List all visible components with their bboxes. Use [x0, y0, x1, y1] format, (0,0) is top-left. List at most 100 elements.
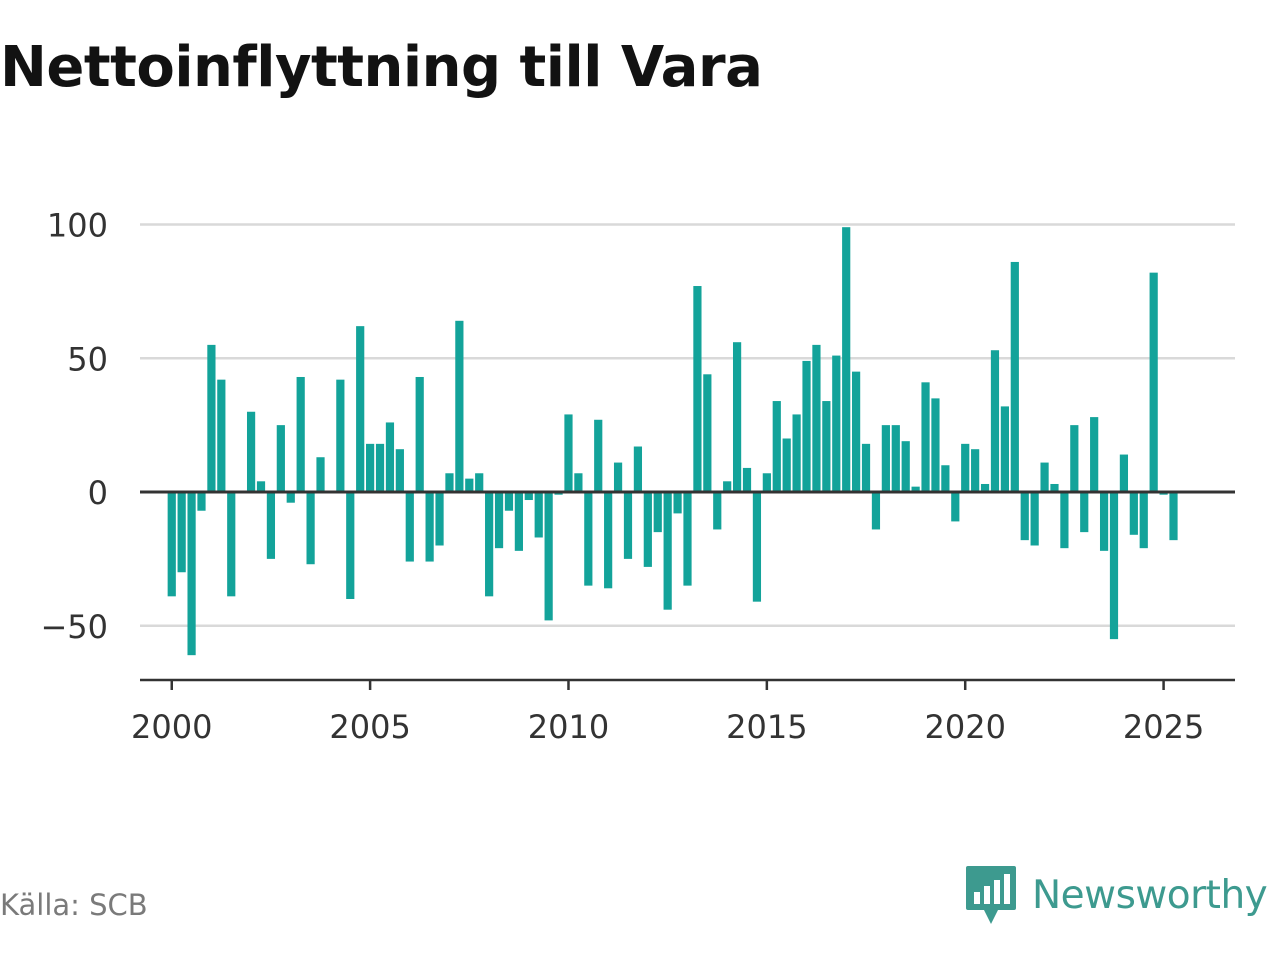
bar	[524, 492, 533, 501]
bar	[1020, 492, 1029, 541]
bar	[802, 360, 811, 492]
bar	[921, 382, 930, 492]
bar	[405, 492, 414, 562]
bar	[683, 492, 692, 586]
bar	[792, 414, 801, 492]
bar	[346, 492, 355, 599]
bar	[732, 342, 742, 492]
bar	[1010, 261, 1019, 492]
bar	[167, 492, 176, 597]
bar	[276, 425, 285, 493]
bar	[871, 492, 881, 530]
bar	[941, 465, 950, 492]
bar	[891, 425, 900, 493]
bar	[445, 473, 454, 492]
bar	[931, 398, 940, 493]
y-tick-labels: 100 50 0 −50	[40, 207, 108, 646]
bar	[911, 486, 920, 492]
bar	[435, 492, 444, 546]
bar	[514, 492, 523, 551]
bar	[534, 492, 543, 538]
bar	[594, 419, 603, 492]
x-tick-label: 2000	[131, 708, 212, 746]
bar	[207, 344, 216, 493]
x-tick-label: 2020	[924, 708, 1005, 746]
brand-name: Newsworthy	[1032, 872, 1268, 918]
x-tick-labels: 2000 2005 2010 2015 2020 2025	[131, 708, 1204, 746]
bar	[227, 492, 236, 597]
bar	[1080, 492, 1089, 533]
newsworthy-logo[interactable]: Newsworthy	[964, 864, 1268, 926]
bar	[494, 492, 504, 549]
bar	[812, 344, 821, 493]
gridlines	[140, 223, 1235, 627]
bar	[604, 492, 613, 589]
bar	[1050, 483, 1059, 492]
bars	[167, 227, 1178, 656]
bar	[544, 492, 553, 621]
bar	[1030, 492, 1039, 546]
bar	[1070, 425, 1079, 493]
x-tick-label: 2005	[329, 708, 410, 746]
bar	[1000, 406, 1009, 492]
bar	[881, 425, 890, 493]
bar	[842, 227, 851, 492]
bar	[475, 473, 484, 492]
y-tick-label: 0	[88, 474, 108, 512]
bar	[366, 443, 375, 492]
bar	[187, 492, 196, 656]
bar	[723, 481, 732, 492]
bar	[703, 374, 712, 492]
bar	[415, 376, 424, 492]
bar	[465, 478, 474, 493]
x-tick-label: 2010	[528, 708, 609, 746]
bar	[425, 492, 434, 562]
bar	[752, 492, 762, 602]
bar	[822, 401, 831, 492]
bar	[306, 492, 315, 565]
bar	[266, 492, 276, 559]
bar	[1109, 492, 1119, 640]
bar	[584, 492, 593, 586]
bar	[693, 286, 702, 492]
bar	[951, 492, 960, 522]
bar	[980, 483, 990, 492]
bar	[1060, 492, 1069, 549]
bar	[990, 350, 1000, 492]
bar	[316, 457, 325, 492]
bar	[762, 473, 771, 492]
bar	[246, 411, 256, 492]
bar	[336, 379, 345, 492]
y-tick-label: 100	[47, 207, 108, 245]
bar	[623, 492, 633, 559]
bar	[356, 326, 365, 492]
bar	[395, 449, 404, 492]
bar	[504, 492, 514, 511]
bar	[197, 492, 206, 511]
bar	[633, 446, 643, 492]
bar	[217, 379, 226, 492]
bar	[256, 481, 266, 492]
bar	[564, 414, 573, 492]
bar	[653, 492, 662, 533]
bar	[782, 438, 791, 492]
bar	[772, 401, 781, 492]
bar	[177, 492, 186, 573]
bar	[643, 492, 652, 567]
source-note: Källa: SCB	[0, 888, 148, 922]
y-tick-label: −50	[40, 608, 108, 646]
bar	[296, 376, 305, 492]
bar	[455, 320, 464, 492]
bar	[385, 422, 395, 492]
bar	[375, 443, 385, 492]
bar	[663, 492, 672, 610]
bar-chart-speech-icon	[966, 866, 1016, 924]
bar	[673, 492, 682, 514]
bar	[1040, 462, 1049, 492]
bar	[286, 492, 295, 503]
chart-title: Nettoinflyttning till Vara	[0, 35, 763, 100]
bar	[1169, 492, 1178, 541]
bar	[971, 449, 980, 492]
bar	[1139, 492, 1148, 549]
